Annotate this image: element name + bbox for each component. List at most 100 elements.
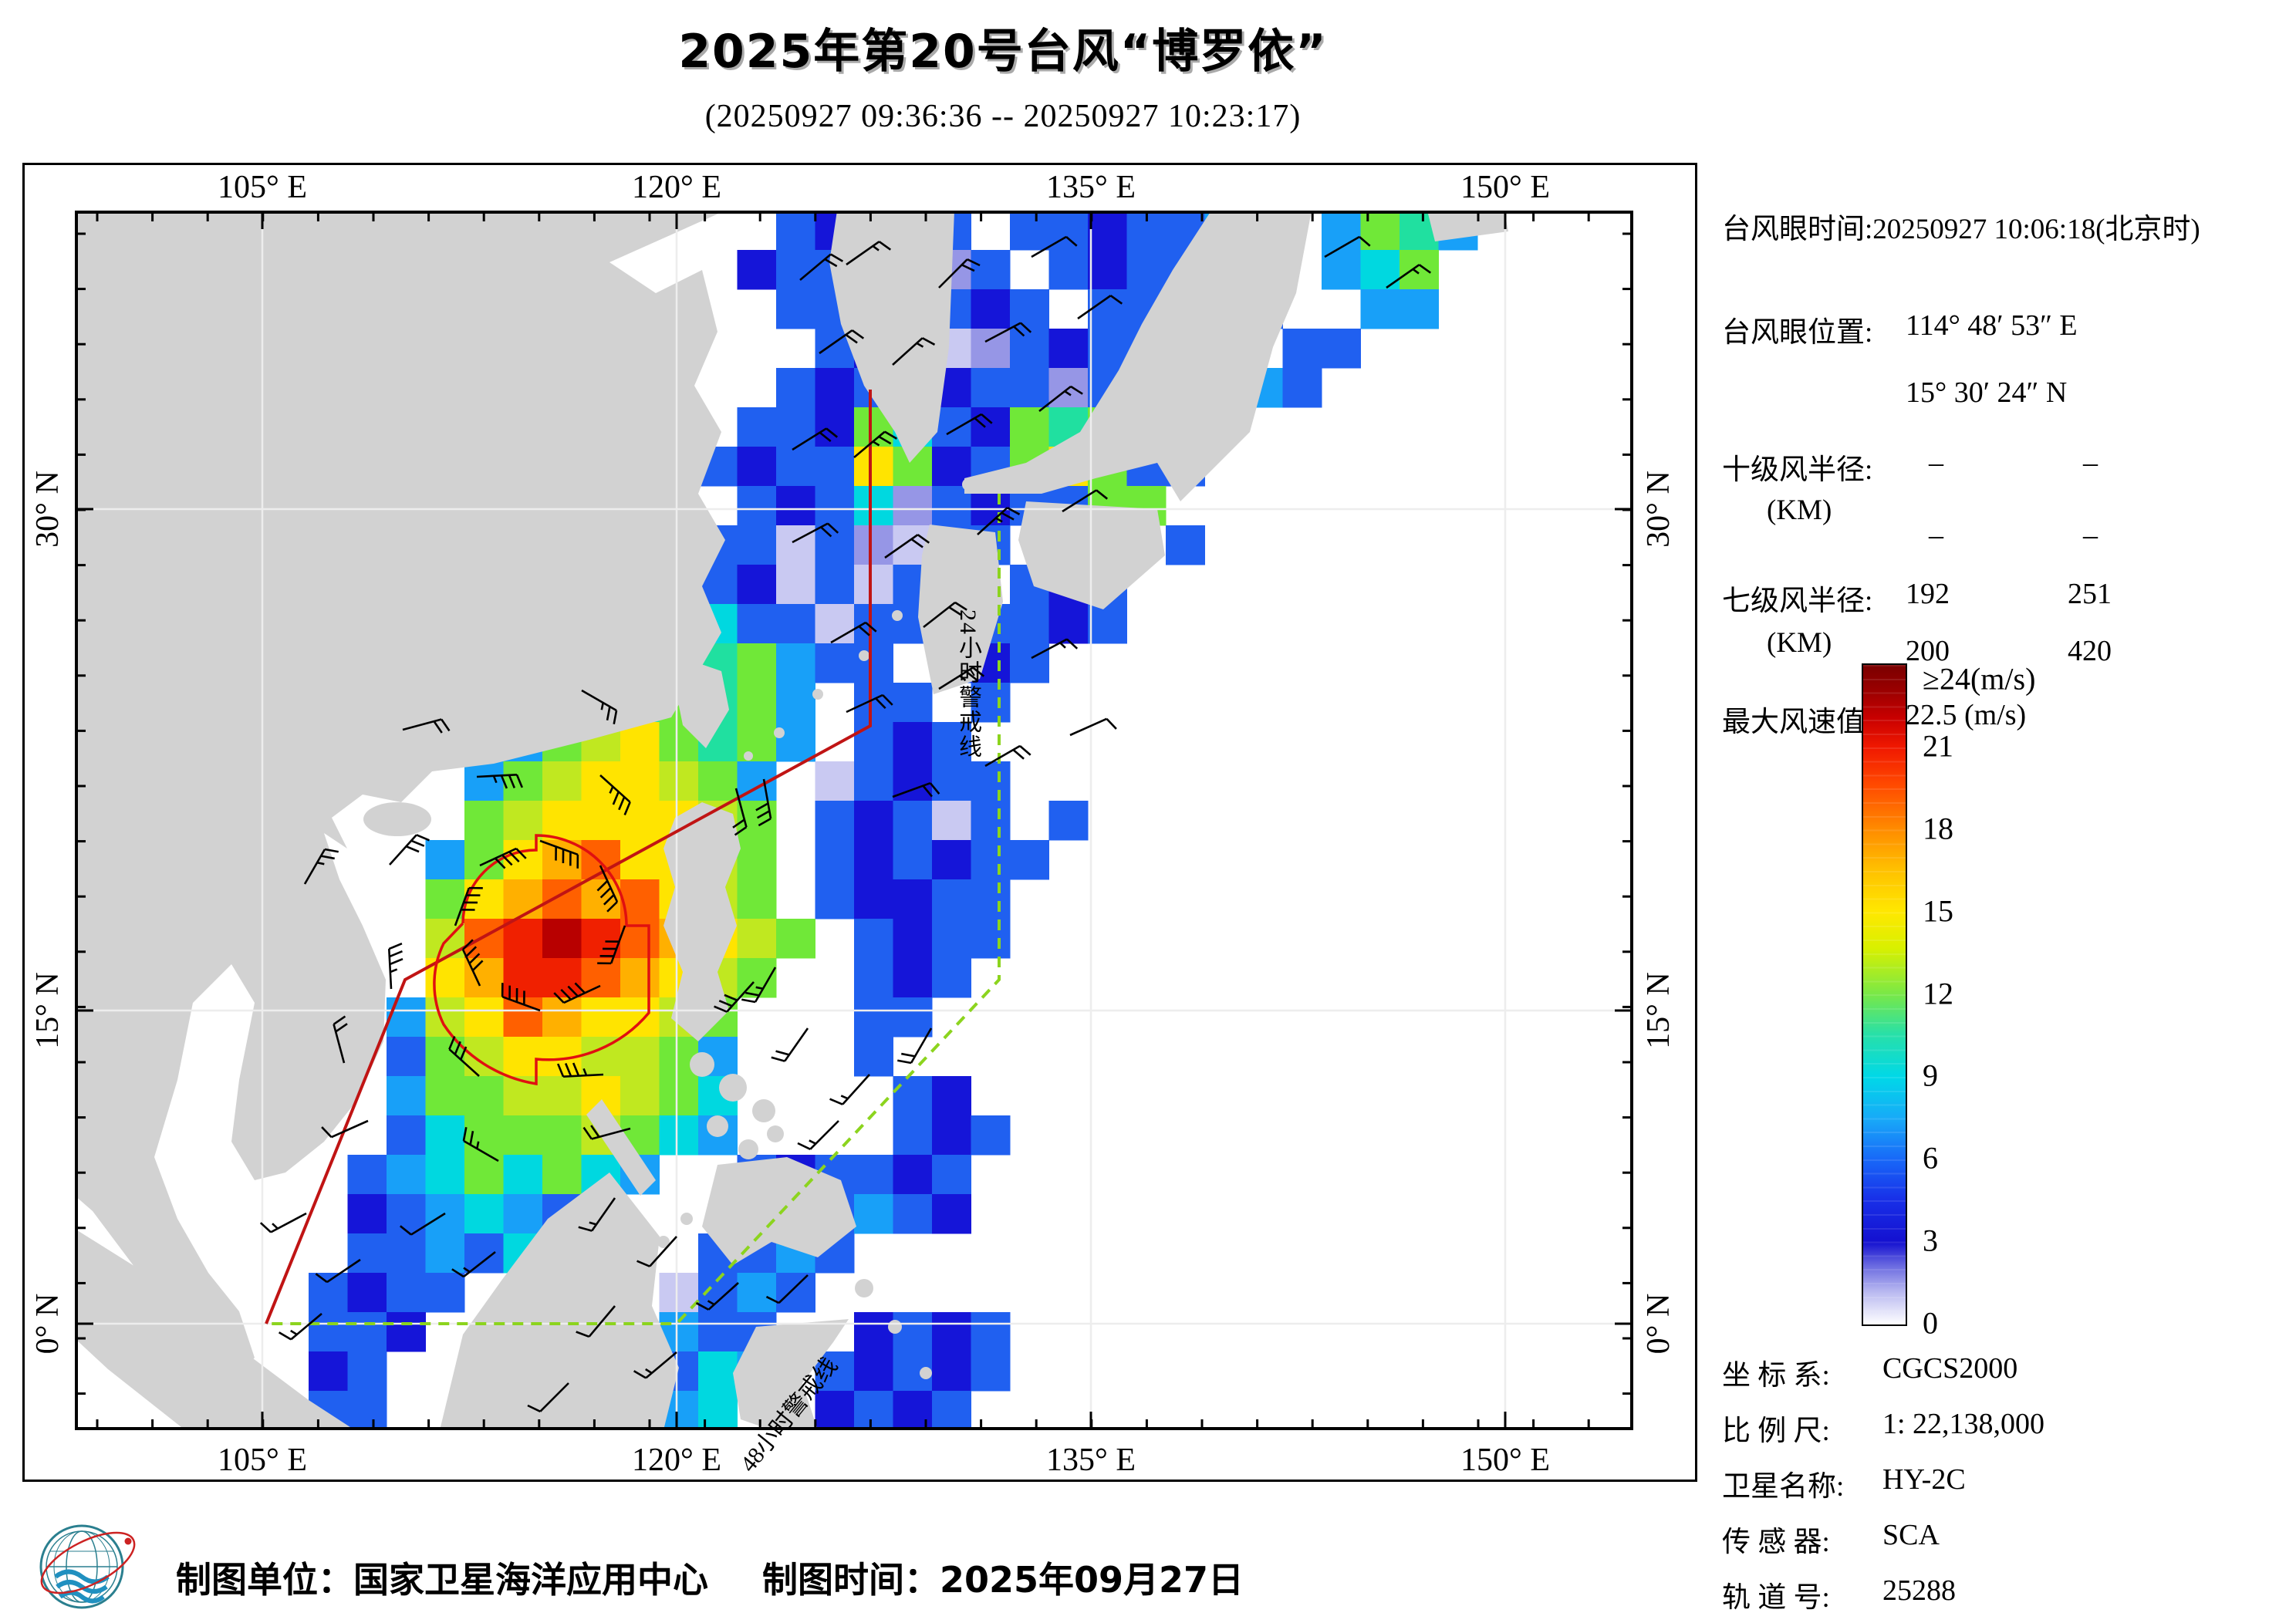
wind-cell [387,1155,427,1195]
wind-cell [971,289,1011,329]
wind-cell [776,565,816,605]
wind-cell [893,879,933,919]
wind-cell [854,919,894,959]
wind-cell [932,1391,972,1430]
wind-cell [542,919,582,959]
land-taiwan [675,656,729,748]
wind-cell [815,368,855,408]
wind-barb [892,337,936,366]
wind-barb [853,430,898,458]
land-sulawesi [733,1319,849,1430]
warning-line-24h [265,390,872,1324]
wind-barb [462,1127,499,1162]
wind-cell [698,761,738,801]
warning-line-24h-label: 24小时警戒线 [955,609,981,759]
eye-longitude: 114° 48′ 53″ E [1906,309,2078,342]
wind-barb [938,258,981,288]
wind-cell [464,1076,505,1116]
metadata-value: 25288 [1882,1574,1956,1607]
r7-unit: (KM) [1767,627,1832,659]
wind-barb [278,1313,322,1341]
colorbar-tick: 15 [1923,893,1953,929]
wind-cell [659,1076,699,1116]
wind-barb [732,788,748,836]
r7-value: 200 [1906,635,1950,667]
wind-cell [893,1076,933,1116]
wind-cell [776,604,816,644]
wind-barb [576,1305,616,1338]
wind-cell [503,761,543,801]
wind-cell [854,958,894,998]
r10-value: – [2083,447,2098,479]
max-wind-label: 最大风速值: [1722,707,1873,738]
typhoon-wind-map [75,211,1633,1430]
land-visayas [690,1052,714,1077]
wind-barb [897,1027,933,1065]
wind-cell [347,1155,387,1195]
wind-barb [741,967,777,1004]
wind-cell [932,1312,972,1352]
eye-latitude: 15° 30′ 24″ N [1906,376,2068,409]
wind-cell [815,879,855,919]
lon-label-top: 135° E [1046,170,1136,205]
wind-cell [1010,604,1050,644]
lon-label-top: 150° E [1460,170,1550,205]
wind-cell [464,1233,505,1274]
wind-cell [893,722,933,762]
wind-barb [479,847,527,869]
wind-cell [776,250,816,290]
wind-cell [581,997,621,1038]
land-moluccas [920,1367,932,1379]
wind-cell [1088,329,1128,369]
wind-cell [347,1273,387,1313]
wind-cell [815,486,855,526]
land-asia-mainland [75,211,725,1381]
graticule [75,211,1633,1430]
wind-cell [464,879,505,919]
wind-cell [1088,289,1128,329]
wind-cell [893,1155,933,1195]
wind-cell [737,840,777,880]
r7-label: 七级风半径: [1722,585,1873,617]
wind-cell [893,1194,933,1234]
wind-cell [387,1115,427,1156]
wind-cell [1010,840,1050,880]
wind-cell [815,447,855,487]
wind-cell [1010,368,1050,408]
wind-barb [1038,385,1083,413]
wind-cell [932,801,972,841]
wind-cell [737,407,777,447]
wind-barbs [259,235,1432,1412]
wind-cell [776,289,816,329]
land-borneo [440,1173,679,1430]
wind-cell [776,407,816,447]
wind-cell [893,486,933,526]
wind-cell [1360,211,1400,251]
lon-label-bottom: 135° E [1046,1442,1136,1478]
land-visayas [752,1099,775,1122]
land-honshu [964,211,1312,501]
wind-barb [984,322,1032,343]
wind-barb [578,1197,616,1232]
wind-cell [815,801,855,841]
warning-line-48h [266,494,1001,1325]
r7-value: 420 [2068,635,2112,667]
wind-cell [581,801,621,841]
wind-cell [387,997,427,1038]
wind-cell [1010,211,1050,251]
wind-barb [448,1036,480,1077]
wind-barb [819,329,865,355]
colorbar-tick: 3 [1923,1223,1938,1258]
max-wind-value: 22.5 (m/s) [1906,699,2027,731]
wind-cell [815,1391,855,1430]
land-ryukyu [744,751,753,761]
wind-cell [854,840,894,880]
wind-cell [815,643,855,683]
map-border [75,211,1633,1430]
lon-label-top: 120° E [632,170,721,205]
nsoas-logo [39,1524,136,1609]
wind-cell [815,1351,855,1392]
wind-cell [1048,250,1089,290]
wind-barb [1031,235,1078,258]
wind-cell [971,1312,1011,1352]
